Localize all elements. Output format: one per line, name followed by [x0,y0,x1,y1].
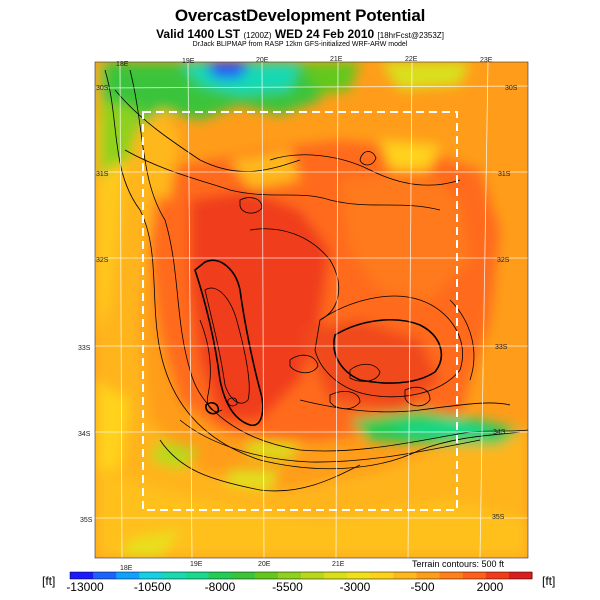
colorbar-outline [69,571,533,580]
lon-bottom-label: 21E [332,561,345,568]
map-subtitle: Valid 1400 LST (1200Z) WED 24 Feb 2010 [… [0,27,600,41]
colorbar-segment [116,572,140,579]
colorbar-tick-label: -13000 [66,580,104,594]
colorbar-segment [301,572,325,579]
valid-date: WED 24 Feb 2010 [274,27,375,41]
lon-bottom-label: 19E [190,561,203,568]
lon-top-label: 21E [330,56,343,63]
colorbar-tick-label: -8000 [204,580,236,594]
lat-left-label: 35S [80,517,93,524]
lon-top-label: 23E [480,57,493,64]
lat-left-label: 32S [96,257,109,264]
colorbar-segment [485,572,510,579]
colorbar-segment [162,572,186,579]
forecast-info: [18hrFcst@2353Z] [377,31,444,40]
colorbar-segment [416,572,441,579]
lat-right-label: 34S [493,429,506,436]
lat-lon-grid [95,62,528,558]
grid-labels: 18E 19E 20E 21E 22E 23E 18E 19E 20E 21E … [78,56,518,572]
colorbar-segment [231,572,256,579]
lat-right-label: 31S [498,171,511,178]
lat-right-label: 33S [495,344,508,351]
lat-left-label: 30S [96,85,109,92]
colorbar-segment [139,572,163,579]
lon-bottom-label: 18E [120,565,133,572]
colorbar-segment [254,572,279,579]
lat-right-label: 32S [497,257,510,264]
colorbar-segment [370,572,394,579]
lat-right-label: 35S [492,514,505,521]
utc-time: (1200Z) [243,31,272,40]
colorbar-tick-label: -5500 [272,580,303,594]
colorbar-tick-label: -3000 [339,580,371,594]
colorbar-unit-left: [ft] [42,574,56,588]
inner-domain-box [142,111,458,511]
colorbar-segment [439,572,464,579]
colorbar-segment [70,572,94,579]
potential-field [95,62,528,558]
colorbar-unit-right: [ft] [542,574,556,588]
colorbar-segment [462,572,487,579]
colorbar-segment [324,572,348,579]
lat-left-label: 33S [78,345,91,352]
terrain-contours [104,69,528,492]
colorbar [69,571,533,580]
colorbar-segment [347,572,371,579]
colorbar-segment [277,572,302,579]
map-frame [94,61,529,559]
colorbar-segment [393,572,417,579]
lat-left-label: 34S [78,431,91,438]
lon-top-label: 20E [256,57,269,64]
lon-top-label: 19E [182,58,195,65]
model-credit: DrJack BLIPMAP from RASP 12km GFS-initia… [192,41,408,48]
colorbar-tick-label: 2000 [476,580,504,594]
lon-top-label: 18E [116,61,129,68]
valid-time: Valid 1400 LST [156,27,241,41]
lat-left-label: 31S [96,171,109,178]
map-title: OvercastDevelopment Potential [174,6,426,25]
colorbar-segment [185,572,210,579]
colorbar-tick-label: -10500 [133,580,172,594]
colorbar-segment [208,572,233,579]
colorbar-segment [508,572,533,579]
colorbar-tick-label: -500 [410,580,435,594]
colorbar-segment [93,572,117,579]
terrain-contour-note: Terrain contours: 500 ft [411,559,504,569]
lat-right-label: 30S [505,85,518,92]
lon-bottom-label: 20E [258,561,271,568]
lon-top-label: 22E [405,56,418,63]
